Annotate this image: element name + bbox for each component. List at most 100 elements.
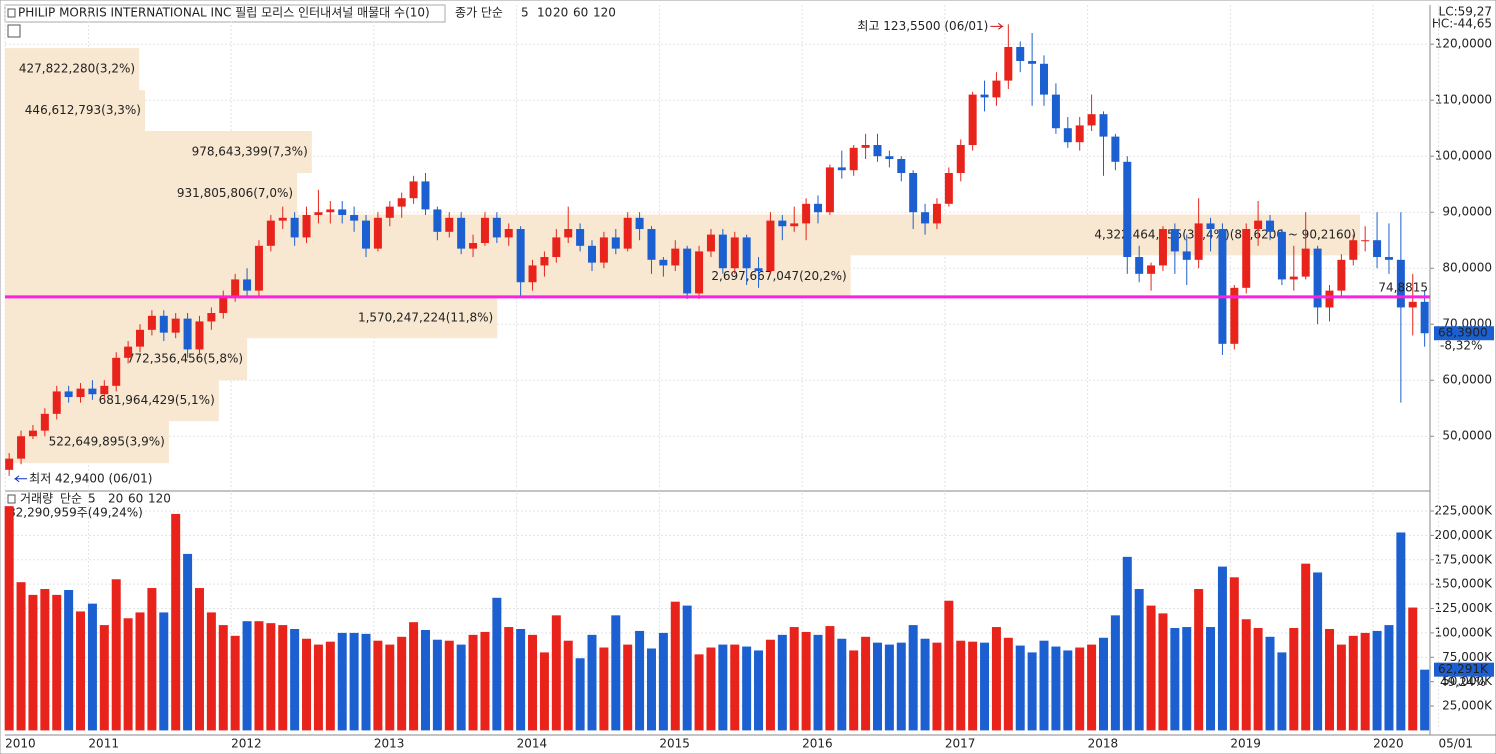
candle-body — [647, 229, 656, 260]
candle-body — [1361, 240, 1370, 242]
volume-bar — [789, 627, 799, 731]
volume-bar — [1075, 647, 1085, 731]
candle-body — [1420, 301, 1429, 334]
candle-body — [1111, 136, 1120, 162]
volume-legend: 5 — [88, 492, 96, 506]
volume-bar — [468, 634, 478, 731]
candle-body — [552, 237, 561, 258]
legend-item: 종가 단순 — [455, 6, 503, 20]
low-label: 최저 42,9400 (06/01) — [29, 471, 152, 485]
y-tick-label: 50,000K — [1442, 674, 1493, 688]
x-tick-label: 05/01 — [1438, 737, 1473, 751]
candle-body — [1384, 257, 1393, 260]
candle-body — [921, 212, 930, 224]
volume-bar — [813, 634, 823, 731]
candle-body — [1147, 265, 1156, 274]
candle-body — [1242, 229, 1251, 288]
candle-body — [445, 217, 454, 232]
volume-note: 82,290,959주(49,24%) — [8, 506, 143, 520]
candle-body — [1016, 47, 1025, 62]
volume-bar — [397, 636, 407, 731]
volume-bar — [825, 626, 835, 731]
y-tick-label: 60,0000 — [1442, 373, 1492, 387]
candle-body — [290, 217, 299, 238]
volume-bar — [420, 629, 430, 731]
candle-body — [1075, 125, 1084, 143]
volume-bar — [1348, 635, 1358, 731]
candle-body — [1123, 161, 1132, 258]
volume-bar — [1063, 650, 1073, 731]
candle-body — [1337, 259, 1346, 291]
candle-body — [480, 217, 489, 244]
candle-body — [932, 203, 941, 224]
arrow — [990, 22, 1004, 30]
volume-bar — [920, 638, 930, 731]
profile-bar — [5, 421, 169, 464]
candle-body — [730, 237, 739, 269]
profile-bar — [5, 380, 219, 422]
volume-legend: 120 — [148, 492, 171, 506]
volume-bar — [742, 646, 752, 731]
candle-body — [968, 94, 977, 146]
candle-body — [1135, 257, 1144, 274]
y-tick-label: 80,0000 — [1442, 261, 1492, 275]
volume-bar — [76, 611, 86, 731]
volume-bar — [872, 642, 882, 731]
candle-body — [385, 206, 394, 218]
x-tick-label: 2012 — [231, 737, 262, 751]
volume-bar — [718, 644, 728, 731]
x-tick-label: 2017 — [945, 737, 976, 751]
volume-bar — [956, 640, 966, 731]
candle-body — [171, 318, 180, 333]
volume-bar — [1384, 625, 1394, 731]
candle-body — [243, 279, 252, 291]
candle-body — [1230, 287, 1239, 344]
volume-bar — [968, 641, 978, 731]
candle-body — [1004, 47, 1013, 81]
volume-bar — [1110, 615, 1120, 731]
candle-body — [492, 217, 501, 238]
volume-bar — [611, 615, 621, 731]
candle-body — [588, 245, 597, 263]
volume-bar — [623, 644, 633, 731]
candle-body — [302, 215, 311, 238]
candle-body — [885, 156, 894, 160]
candle-body — [1028, 61, 1037, 64]
candle-body — [659, 259, 668, 266]
candle-body — [623, 217, 632, 249]
volume-pct: 49,24% — [1440, 675, 1486, 689]
candle-body — [718, 234, 727, 269]
volume-bar — [1027, 652, 1037, 731]
volume-bar — [171, 513, 181, 731]
volume-bar — [1241, 619, 1251, 731]
price-change: -8,32% — [1440, 339, 1482, 353]
volume-bar — [337, 632, 347, 731]
y-tick-label: 200,000K — [1435, 528, 1494, 542]
volume-bar — [218, 625, 228, 731]
candle-body — [635, 217, 644, 230]
candle-body — [528, 265, 537, 283]
candle-body — [219, 296, 228, 314]
candle-body — [112, 357, 121, 386]
candle-body — [897, 159, 906, 174]
y-tick-label: 25,000K — [1442, 699, 1493, 713]
candle-body — [207, 313, 216, 322]
volume-box — [1434, 662, 1494, 677]
profile-label: 931,805,806(7,0%) — [177, 186, 293, 200]
volume-bar — [1098, 637, 1108, 731]
candle-body — [837, 167, 846, 171]
candle-body — [992, 80, 1001, 98]
volume-bar — [266, 623, 276, 731]
profile-label: 522,649,895(3,9%) — [49, 435, 165, 449]
volume-box-label: 62,291K — [1438, 662, 1489, 676]
candle-body — [1087, 114, 1096, 126]
y-tick-label: 100,0000 — [1435, 149, 1492, 163]
y-tick-label: 125,000K — [1435, 601, 1494, 615]
volume-bar — [349, 632, 359, 731]
candle-body — [576, 229, 585, 246]
candle-body — [338, 209, 347, 216]
y-tick-label: 100,000K — [1435, 625, 1494, 639]
volume-bar — [1194, 589, 1204, 731]
volume-bar — [373, 640, 383, 731]
candle-body — [88, 388, 97, 395]
